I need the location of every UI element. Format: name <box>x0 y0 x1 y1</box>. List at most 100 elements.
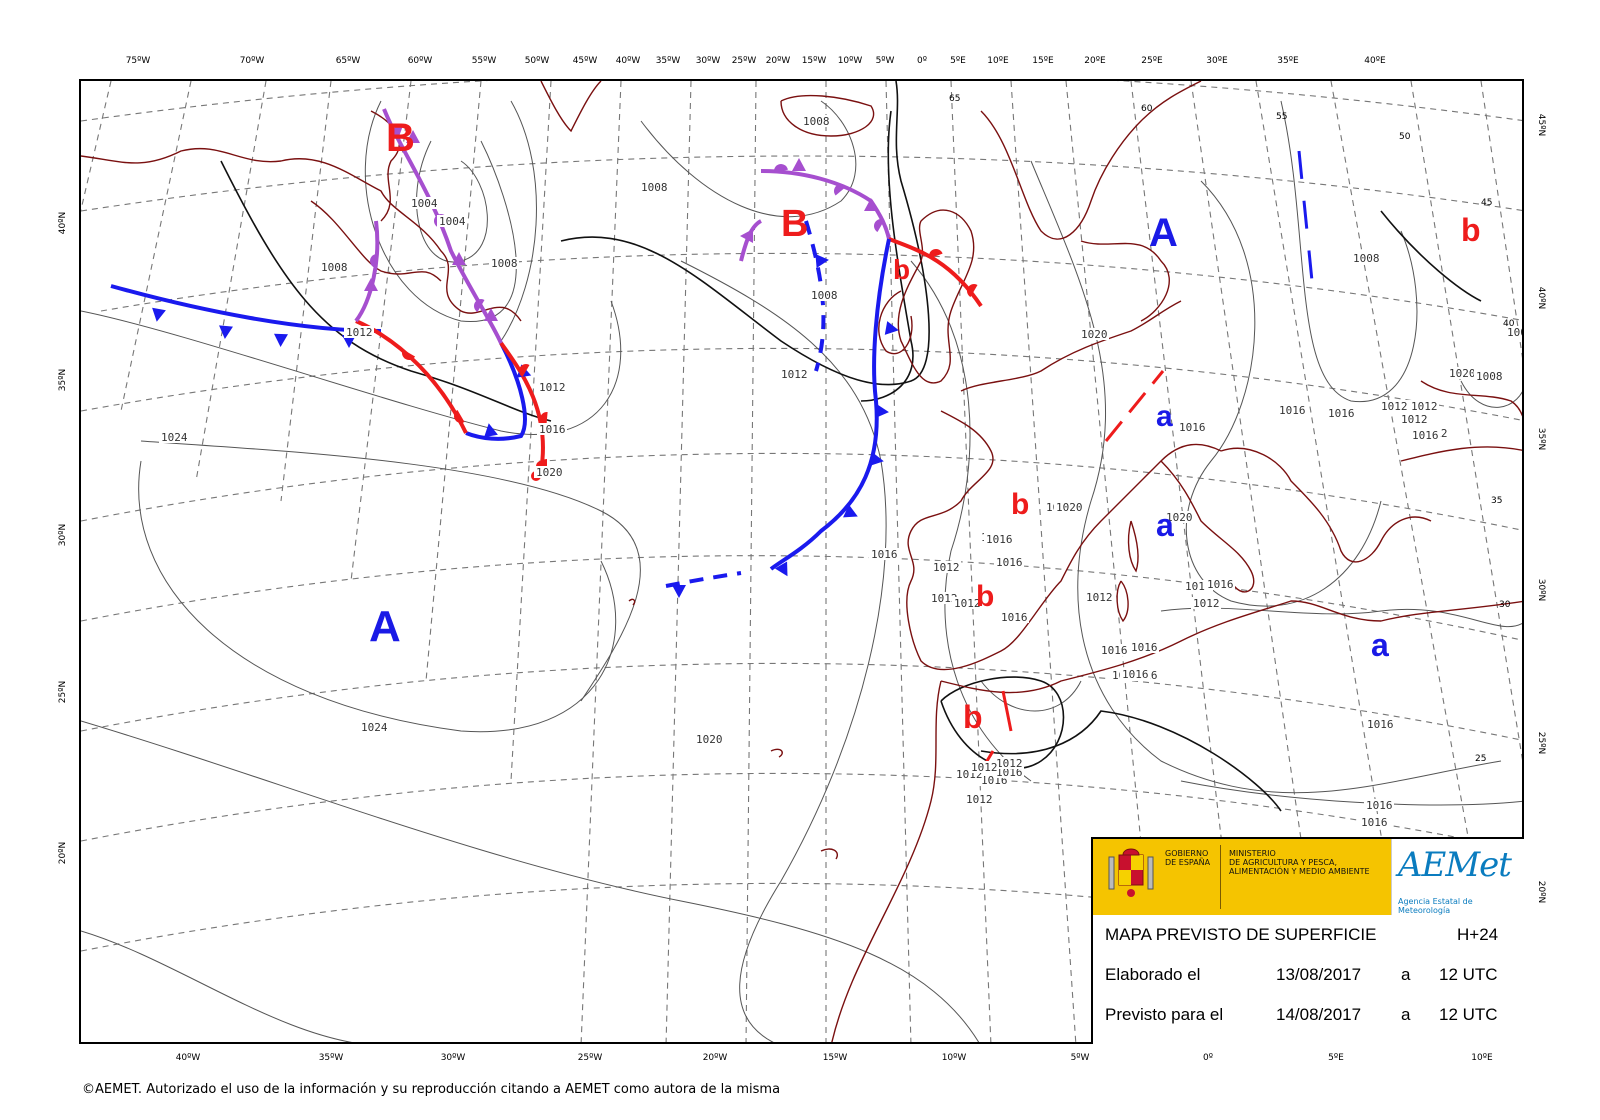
latitude-tick-right: 30ºN <box>1536 578 1547 602</box>
1012-isobar-lines <box>220 81 1482 812</box>
isobar-label: 1012 <box>1381 400 1408 413</box>
longitude-tick-top: 35ºE <box>1277 56 1299 66</box>
isobar-label-bg <box>1409 400 1439 412</box>
longitude-tick-top: 15ºW <box>801 56 827 66</box>
isobar-label: 1012 <box>1411 400 1438 413</box>
latitude-tick-right: 40ºN <box>1536 286 1547 310</box>
longitude-tick-top: 10ºE <box>987 56 1009 66</box>
isobar-label-bg <box>1079 328 1109 340</box>
graticule-lines <box>81 81 1522 1042</box>
cold-front-triangle <box>884 321 899 335</box>
isobar-label-bg <box>1326 407 1356 419</box>
cold-front-triangle <box>484 423 498 438</box>
longitude-tick-top: 65ºW <box>335 56 361 66</box>
isobar-label: 1024 <box>361 721 388 734</box>
cold-front-triangle <box>364 278 378 291</box>
isobar-label-bg <box>1364 799 1394 811</box>
isobar-label: 1004 <box>439 215 466 228</box>
made-label: Elaborado el <box>1105 965 1201 984</box>
isobar-label-bg <box>319 261 349 273</box>
longitude-tick-top: 55ºW <box>471 56 497 66</box>
isobar-label: 1012 <box>954 597 981 610</box>
isobar-label: 1012 <box>1193 597 1220 610</box>
isobar-label: 1012 <box>971 761 998 774</box>
latitude-tick-right: 45ºN <box>1536 113 1547 137</box>
isobar-label-bg <box>1191 597 1221 609</box>
isobar-labels: 6560555045403530251008100810041004100810… <box>159 94 1522 829</box>
longitude-tick-bottom: 30ºW <box>440 1053 466 1063</box>
valid-label: Previsto para el <box>1105 1005 1224 1024</box>
isobar-label: 1016 <box>1366 799 1393 812</box>
cold-front-triangle <box>864 198 878 211</box>
cold-front-triangle <box>342 335 356 348</box>
isobar-label: 1012 <box>933 561 960 574</box>
latitude-inner-label: 55 <box>1276 112 1287 122</box>
isobar-label-bg <box>1177 421 1207 433</box>
valid-at: a <box>1401 1005 1411 1024</box>
isobar-label-bg <box>952 597 982 609</box>
latitude-tick-right: 35ºN <box>1536 427 1547 451</box>
isobar-label-bg <box>437 215 467 227</box>
isobar-label-bg <box>1474 370 1504 382</box>
latitude-inner-label: 65 <box>949 94 960 104</box>
isobar-label-bg <box>1084 591 1114 603</box>
isobar-label-bg <box>1359 816 1389 828</box>
longitude-tick-bottom: 5ºE <box>1328 1053 1344 1063</box>
isobar-label: 1016 <box>1207 578 1234 591</box>
cold-front-triangle <box>274 333 288 347</box>
isobar-label: 1020 <box>1056 501 1083 514</box>
ministry-text: MINISTERIO DE AGRICULTURA Y PESCA, ALIME… <box>1229 849 1370 876</box>
isobar-label-bg <box>1379 400 1409 412</box>
longitude-tick-bottom: 35ºW <box>318 1053 344 1063</box>
made-time: 12 UTC <box>1439 965 1498 984</box>
occluded-front-semicircle <box>394 124 404 138</box>
isobar-label: 1016 <box>539 423 566 436</box>
low-pressure-center: b <box>1011 488 1029 521</box>
isobar-label-bg <box>359 721 389 733</box>
isobar-label-bg <box>999 611 1029 623</box>
occluded-front-semicircle <box>370 254 377 268</box>
isobar-label: 1020 <box>536 466 563 479</box>
aemet-subtitle: Agencia Estatal de Meteorología <box>1398 897 1473 915</box>
cold-front-triangle <box>406 130 420 143</box>
longitude-tick-bottom: 0º <box>1203 1053 1213 1063</box>
isobar-label-bg <box>537 423 567 435</box>
front-symbols <box>152 124 978 598</box>
longitude-tick-bottom: 10ºE <box>1471 1053 1493 1063</box>
isobar-label: 1020 <box>1081 328 1108 341</box>
longitude-tick-top: 40ºW <box>615 56 641 66</box>
isobar-label-bg <box>984 533 1014 545</box>
warm-front-semicircle <box>519 364 530 378</box>
isobar-label-bg <box>964 793 994 805</box>
aemet-logo: AEMet Agencia Estatal de Meteorología <box>1391 839 1527 915</box>
longitude-tick-bottom: 10ºW <box>941 1053 967 1063</box>
isobar-label-bg <box>1164 511 1194 523</box>
low-pressure-center: B <box>386 116 415 160</box>
low-pressure-center: b <box>893 254 910 285</box>
latitude-inner-label: 50 <box>1399 132 1411 142</box>
legend-panel: GOBIERNO DE ESPAÑA MINISTERIO DE AGRICUL… <box>1091 837 1527 1044</box>
isobar-label-bg <box>409 197 439 209</box>
isobar-label-bg <box>1129 641 1159 653</box>
longitude-tick-bottom: 15ºW <box>822 1053 848 1063</box>
isobar-label: 1008 <box>641 181 668 194</box>
longitude-tick-top: 75ºW <box>125 56 151 66</box>
isobar-label-bg <box>489 257 519 269</box>
longitude-tick-top: 10ºW <box>837 56 863 66</box>
isobar-label-bg <box>779 368 809 380</box>
isobar-label: 1016 <box>1101 644 1128 657</box>
isobar-label: 1012 <box>1401 413 1428 426</box>
warm-front-semicircle <box>967 284 978 298</box>
isobar-label-bg <box>1099 644 1129 656</box>
valid-date: 14/08/2017 <box>1276 1005 1362 1024</box>
occluded-front-semicircle <box>774 164 788 173</box>
isobar-label: 1012 <box>1185 580 1212 593</box>
longitude-tick-top: 45ºW <box>572 56 598 66</box>
cold-front-triangle <box>815 254 829 268</box>
isobar-label: 1024 <box>161 431 188 444</box>
warm-front-semicircle <box>454 409 465 423</box>
longitude-tick-top: 25ºW <box>731 56 757 66</box>
cold-front-triangle <box>875 404 889 418</box>
isobar-label-bg <box>159 431 189 443</box>
isobar-label: 1016 <box>1361 816 1388 829</box>
